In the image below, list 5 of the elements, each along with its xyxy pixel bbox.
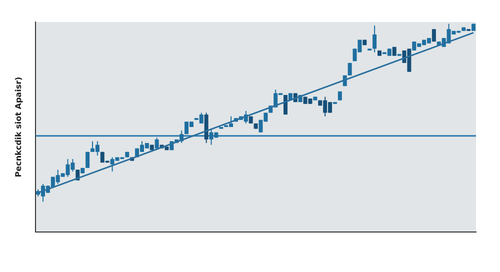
candlestick bbox=[432, 28, 436, 42]
candlestick bbox=[348, 62, 352, 76]
candlestick bbox=[372, 25, 377, 53]
candlestick bbox=[86, 151, 90, 168]
y-axis-title: Pecnkcdik siot Apaisr) bbox=[14, 76, 23, 178]
